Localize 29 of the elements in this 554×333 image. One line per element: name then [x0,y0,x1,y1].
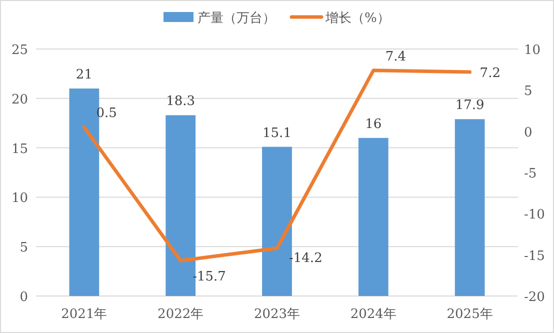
y2-tick-label: -5 [524,166,537,182]
bar [454,119,485,296]
data-label: 15.1 [262,126,292,141]
data-label: 16 [365,116,382,132]
y2-tick-label: -10 [524,208,545,223]
bar [358,138,388,296]
data-label: 7.2 [480,66,500,82]
y2-tick-label: 10 [524,43,541,58]
y-tick-label: 20 [11,92,28,108]
data-label: 21 [76,68,92,83]
x-tick-label: 2025年 [446,307,493,322]
y-tick-label: 0 [20,290,28,305]
y2-tick-label: -15 [524,248,545,264]
y2-tick-label: 5 [524,84,532,100]
y-tick-label: 25 [11,43,28,58]
legend-label: 增长（%） [324,11,390,26]
legend-label: 产量（万台） [198,11,276,26]
x-tick-label: 2023年 [254,307,300,322]
y-tick-label: 5 [20,240,28,256]
data-label: 17.9 [455,98,484,114]
y2-tick-label: -20 [524,290,545,305]
data-label: 18.3 [166,94,196,110]
x-tick-label: 2024年 [350,307,396,322]
y-tick-label: 15 [11,142,28,157]
y2-tick-label: 0 [524,125,532,140]
x-tick-label: 2022年 [158,307,204,322]
data-label: 7.4 [385,49,406,64]
y-tick-label: 10 [11,191,28,206]
x-tick-label: 2021年 [61,307,108,322]
